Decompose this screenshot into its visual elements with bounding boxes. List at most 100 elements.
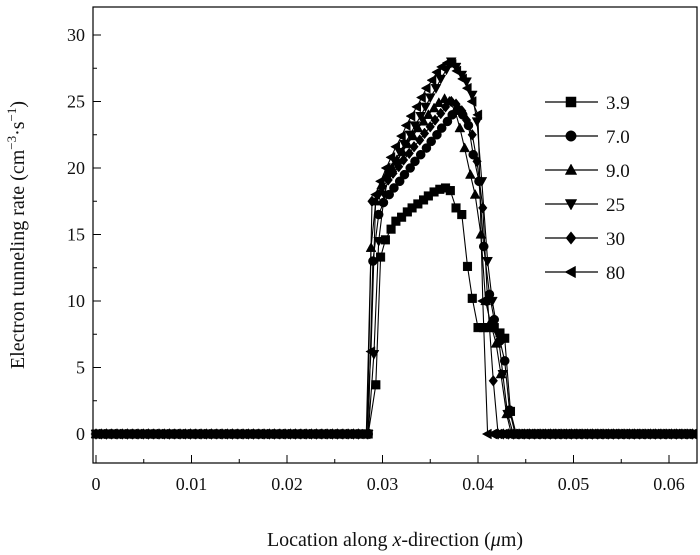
y-axis-label: Electron tunneling rate (cm−3·s−1) xyxy=(4,101,29,369)
data-point xyxy=(467,128,477,141)
data-point xyxy=(422,109,434,119)
data-point xyxy=(499,356,510,366)
x-tick-label: 0.02 xyxy=(271,474,303,494)
data-point xyxy=(432,129,442,140)
data-point xyxy=(428,102,440,113)
y-tick-label: 25 xyxy=(67,92,85,112)
y-tick-label: 5 xyxy=(76,358,85,378)
data-point xyxy=(449,105,461,115)
data-point xyxy=(398,154,409,166)
data-point xyxy=(436,61,446,73)
axes: 0 5 10 15 20 25 30 0 0.01 0.02 0.03 0.04 0.05 0.06 xyxy=(67,25,685,494)
legend-marker xyxy=(565,96,577,108)
data-point xyxy=(492,330,504,340)
data-point xyxy=(405,110,416,122)
legend-label: 3.9 xyxy=(606,93,630,114)
data-point xyxy=(420,102,431,113)
data-point xyxy=(415,134,425,146)
legend-item: 30 xyxy=(545,229,625,250)
data-point xyxy=(367,195,377,208)
data-point xyxy=(374,175,385,187)
y-tick-label: 10 xyxy=(67,291,85,311)
legend-label: 80 xyxy=(606,263,625,284)
data-point xyxy=(472,109,483,121)
data-point xyxy=(466,96,477,107)
series-80 xyxy=(90,57,697,440)
data-point xyxy=(497,370,509,380)
data-point xyxy=(395,130,406,142)
data-point xyxy=(380,162,391,174)
data-point xyxy=(404,147,414,160)
data-point xyxy=(457,210,467,220)
data-point xyxy=(386,224,396,234)
data-point xyxy=(451,65,462,77)
data-point xyxy=(411,101,421,113)
legend-marker xyxy=(564,163,578,175)
y-tick-label: 30 xyxy=(67,25,85,45)
data-point xyxy=(446,58,457,70)
x-tick-label: 0.01 xyxy=(176,474,208,494)
legend-marker xyxy=(564,199,578,211)
series-line xyxy=(96,98,690,435)
data-point xyxy=(469,188,481,199)
x-axis-label: Location along x-direction (μm) xyxy=(267,529,523,551)
data-point xyxy=(399,169,410,180)
legend-label: 9.0 xyxy=(606,161,630,182)
data-point xyxy=(457,105,467,117)
legend-marker xyxy=(565,231,577,245)
data-point xyxy=(426,136,436,147)
y-tick-label: 15 xyxy=(67,225,85,245)
data-point xyxy=(409,121,421,132)
data-point xyxy=(430,114,440,126)
legend-item: 80 xyxy=(545,263,625,284)
data-point xyxy=(379,190,390,201)
data-point xyxy=(389,183,399,193)
data-point xyxy=(421,143,432,153)
series-3.9 xyxy=(91,183,695,439)
data-point xyxy=(415,149,426,160)
x-tick-label: 0 xyxy=(92,474,101,494)
data-point xyxy=(485,316,496,327)
data-point xyxy=(373,237,385,247)
legend-marker xyxy=(565,130,577,142)
series-line xyxy=(96,62,693,435)
data-point xyxy=(420,82,431,94)
data-point xyxy=(404,130,416,141)
legend-item: 25 xyxy=(545,195,625,216)
data-point xyxy=(445,186,455,196)
data-point xyxy=(400,120,411,131)
data-point xyxy=(451,203,461,213)
legend-item: 9.0 xyxy=(545,161,630,182)
data-point xyxy=(419,127,430,140)
series-layer xyxy=(90,57,698,440)
data-point xyxy=(482,256,493,267)
data-point xyxy=(394,176,405,187)
data-point xyxy=(502,409,513,420)
data-point xyxy=(454,122,466,133)
data-point xyxy=(431,66,442,78)
data-point xyxy=(424,93,436,104)
legend-item: 3.9 xyxy=(545,93,630,114)
legend-label: 30 xyxy=(606,229,625,250)
data-point xyxy=(410,156,420,167)
x-tick-label: 0.03 xyxy=(367,474,399,494)
data-point xyxy=(436,107,446,120)
data-point xyxy=(426,74,437,86)
legend-item: 7.0 xyxy=(545,127,630,148)
data-point xyxy=(462,261,473,271)
data-point xyxy=(461,114,472,126)
data-point xyxy=(409,140,419,153)
y-tick-label: 20 xyxy=(67,158,85,178)
data-point xyxy=(371,380,381,390)
data-point xyxy=(467,293,477,303)
series-line xyxy=(96,60,692,435)
legend-marker xyxy=(564,265,576,279)
legend: 3.9 7.0 9.0 25 30 80 xyxy=(545,93,630,284)
data-point xyxy=(383,174,393,186)
data-point xyxy=(415,112,427,122)
data-point xyxy=(370,189,380,200)
x-tick-label: 0.05 xyxy=(558,474,590,494)
data-point xyxy=(405,163,415,173)
data-point xyxy=(457,73,467,85)
